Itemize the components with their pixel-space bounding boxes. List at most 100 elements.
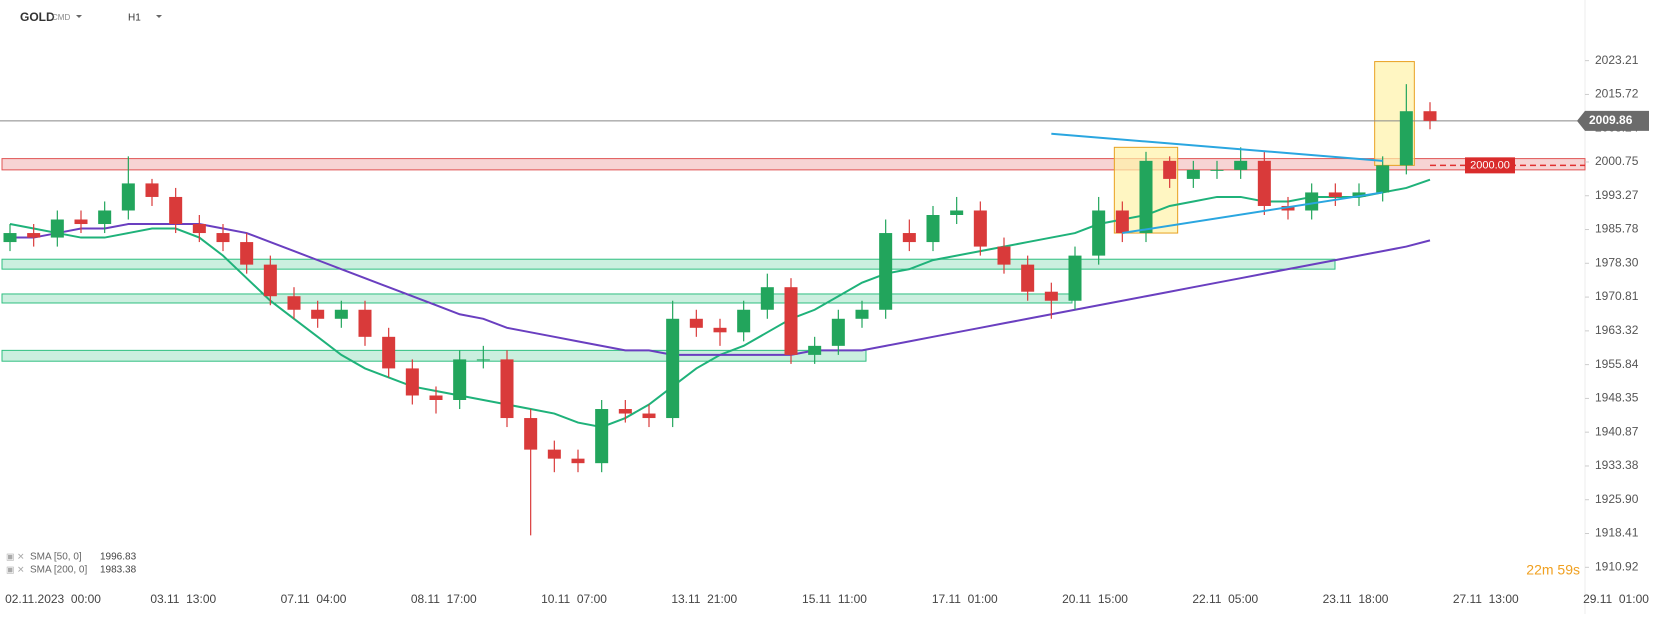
x-tick-label: 10.11 07:00 [541, 592, 607, 606]
candle-body [1257, 160, 1271, 206]
candle-body [1281, 205, 1295, 211]
candle-body [784, 287, 798, 355]
y-tick-label: 1918.41 [1595, 526, 1639, 540]
candle-body [263, 264, 277, 297]
symbol[interactable]: GOLD [20, 10, 55, 24]
legend-icon[interactable]: ▣ ✕ [6, 551, 25, 561]
legend-icon[interactable]: ▣ ✕ [6, 564, 25, 574]
candle-body [1210, 169, 1224, 171]
timeframe-dropdown[interactable] [156, 15, 162, 18]
candle-body [973, 210, 987, 247]
candle-body [500, 359, 514, 419]
exchange: CMD [52, 13, 70, 22]
candle-body [642, 413, 656, 419]
y-tick-label: 1940.87 [1595, 424, 1639, 438]
x-tick-label: 29.11 01:00 [1583, 592, 1649, 606]
y-tick-label: 1925.90 [1595, 492, 1639, 506]
candle-body [216, 233, 230, 243]
candle-body [145, 183, 159, 197]
alert-label: 2000.00 [1470, 159, 1510, 171]
candle-body [98, 210, 112, 225]
candle-body [950, 210, 964, 215]
candle-body [405, 368, 419, 396]
candle-body [879, 233, 893, 310]
y-tick-label: 1985.78 [1595, 222, 1639, 236]
candle-body [997, 246, 1011, 265]
legend-name: SMA [200, 0] [30, 565, 87, 576]
candle-body [311, 309, 325, 319]
candle-timer: 22m 59s [1526, 562, 1580, 578]
candle-body [926, 215, 940, 243]
candle-body [760, 287, 774, 310]
candle-body [453, 359, 467, 400]
candle-body [1021, 264, 1035, 292]
candle-body [74, 219, 88, 225]
x-tick-label: 07.11 04:00 [281, 592, 347, 606]
x-tick-label: 03.11 13:00 [150, 592, 216, 606]
y-tick-label: 1948.35 [1595, 391, 1639, 405]
x-tick-label: 02.11.2023 00:00 [5, 592, 101, 606]
candle-body [334, 309, 348, 319]
current-price-label: 2009.86 [1589, 113, 1633, 127]
candle-body [192, 224, 206, 234]
y-tick-label: 2015.72 [1595, 87, 1639, 101]
x-tick-label: 13.11 21:00 [671, 592, 737, 606]
candle-body [1186, 169, 1200, 179]
x-tick-label: 17.11 01:00 [932, 592, 998, 606]
zone [1, 293, 1073, 304]
zone [1, 258, 1336, 270]
candle-body [1376, 165, 1390, 193]
x-tick-label: 22.11 05:00 [1192, 592, 1258, 606]
candle-body [1068, 255, 1082, 301]
candle-body [240, 242, 254, 265]
candle-body [27, 233, 41, 238]
y-tick-label: 1970.81 [1595, 289, 1639, 303]
zone [1, 349, 867, 362]
candle-body [1092, 210, 1106, 256]
candle-body [121, 183, 135, 211]
x-tick-label: 08.11 17:00 [411, 592, 477, 606]
candle-body [1115, 210, 1129, 234]
trendline [1122, 191, 1383, 235]
candle-body [1352, 192, 1366, 197]
candle-body [524, 418, 538, 450]
candle-body [571, 458, 585, 464]
y-tick-label: 1933.38 [1595, 458, 1639, 472]
candle-body [1139, 160, 1153, 234]
candle-body [713, 327, 727, 333]
timeframe[interactable]: H1 [128, 13, 141, 24]
candle-body [429, 395, 443, 400]
symbol-dropdown[interactable] [76, 15, 82, 18]
candle-body [547, 449, 561, 459]
y-tick-label: 1993.27 [1595, 188, 1639, 202]
x-tick-label: 20.11 15:00 [1062, 592, 1128, 606]
legend-name: SMA [50, 0] [30, 552, 82, 563]
zone [1, 158, 1586, 171]
candle-body [358, 309, 372, 337]
y-tick-label: 1955.84 [1595, 357, 1639, 371]
current-price-tag [1577, 110, 1649, 131]
candle-body [831, 318, 845, 346]
candle-body [666, 318, 680, 419]
candle-body [855, 309, 869, 319]
candle-body [689, 318, 703, 328]
alert-tag [1465, 157, 1515, 174]
candle-body [382, 336, 396, 369]
x-tick-label: 27.11 13:00 [1453, 592, 1519, 606]
candle-body [169, 196, 183, 225]
candle-body [737, 309, 751, 333]
y-tick-label: 1963.32 [1595, 323, 1639, 337]
candle-body [1328, 192, 1342, 197]
y-tick-label: 1910.92 [1595, 559, 1639, 573]
candle-body [1163, 160, 1177, 179]
candle-body [476, 359, 490, 361]
candle-body [50, 219, 64, 238]
legend-value: 1996.83 [100, 552, 137, 563]
candle-body [595, 409, 609, 464]
candle-body [287, 296, 301, 310]
y-tick-label: 1978.30 [1595, 255, 1639, 269]
x-tick-label: 15.11 11:00 [802, 592, 867, 606]
trendline [1051, 132, 1383, 162]
candle-body [1044, 291, 1058, 301]
